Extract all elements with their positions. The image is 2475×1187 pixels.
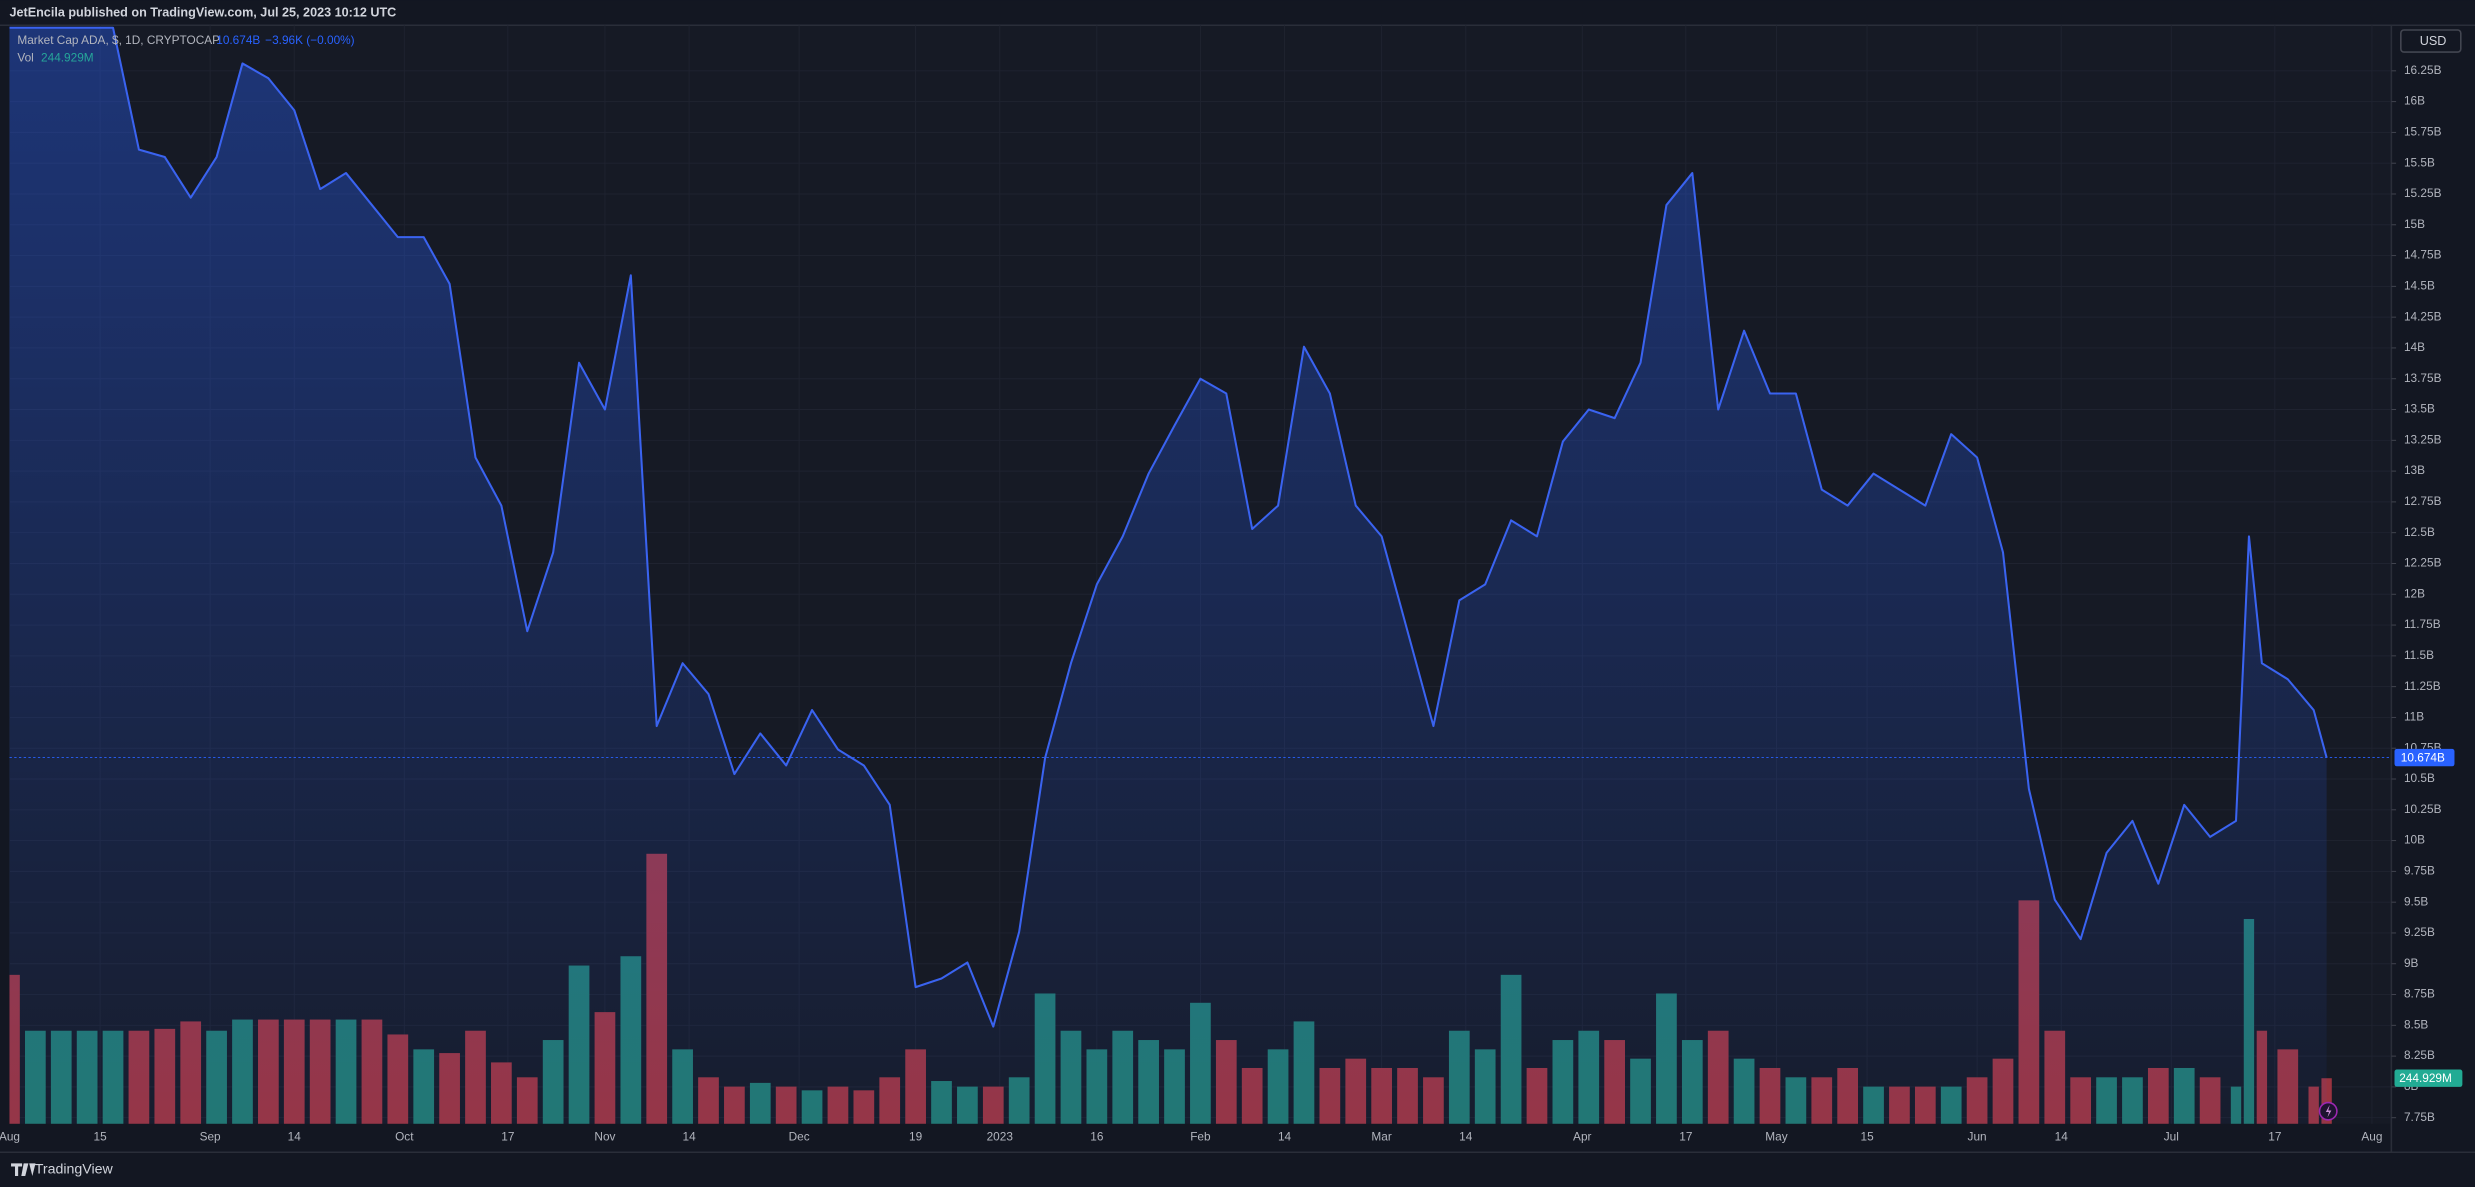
x-tick-label: Apr xyxy=(1573,1129,1591,1143)
y-tick-label: 11.75B xyxy=(2404,617,2441,631)
currency-label[interactable]: USD xyxy=(2420,34,2447,48)
legend-series-name: Market Cap ADA, $, 1D, CRYPTOCAP xyxy=(17,33,220,47)
x-tick-label: 14 xyxy=(1278,1129,1292,1143)
legend-volume-value: 244.929M xyxy=(41,51,94,65)
y-tick-label: 14.75B xyxy=(2404,248,2442,262)
publisher-header: JetEncila published on TradingView.com, … xyxy=(9,6,396,20)
x-tick-label: Sep xyxy=(200,1129,221,1143)
y-tick-label: 15.75B xyxy=(2404,125,2442,139)
price-line xyxy=(9,26,2328,1028)
x-tick-label: Dec xyxy=(789,1129,810,1143)
y-tick-label: 14.5B xyxy=(2404,278,2435,292)
y-tick-label: 13.25B xyxy=(2404,432,2442,446)
x-tick-label: 17 xyxy=(1679,1129,1692,1143)
x-tick-label: 14 xyxy=(2055,1129,2069,1143)
x-tick-label: 15 xyxy=(1860,1129,1874,1143)
x-tick-label: 15 xyxy=(93,1129,107,1143)
x-tick-label: Mar xyxy=(1371,1129,1391,1143)
x-tick-label: Nov xyxy=(594,1129,615,1143)
alert-icon-bolt xyxy=(2325,1104,2332,1118)
y-tick-label: 9.75B xyxy=(2404,864,2435,878)
y-tick-label: 9.5B xyxy=(2404,894,2428,908)
y-tick-label: 8.75B xyxy=(2404,987,2435,1001)
y-tick-label: 10B xyxy=(2404,833,2425,847)
y-tick-label: 13.5B xyxy=(2404,402,2435,416)
y-tick-label: 10.25B xyxy=(2404,802,2442,816)
currency-button[interactable] xyxy=(2400,29,2462,53)
y-tick-label: 15.25B xyxy=(2404,186,2442,200)
price-area xyxy=(9,27,2327,1124)
y-tick-label: 11B xyxy=(2404,710,2424,724)
x-tick-label: 16 xyxy=(1090,1129,1104,1143)
y-tick-label: 10.5B xyxy=(2404,771,2435,785)
legend-volume-name: Vol xyxy=(17,51,33,65)
y-tick-label: 13B xyxy=(2404,463,2425,477)
x-tick-label: Feb xyxy=(1190,1129,1211,1143)
x-tick-label: Aug xyxy=(2361,1129,2382,1143)
y-tick-label: 8.5B xyxy=(2404,1017,2428,1031)
volume-badge xyxy=(2394,1069,2463,1087)
x-tick-label: 19 xyxy=(909,1129,923,1143)
x-tick-label: 17 xyxy=(501,1129,514,1143)
y-tick-label: 7.75B xyxy=(2404,1110,2435,1124)
y-tick-label: 16.25B xyxy=(2404,63,2442,77)
y-tick-label: 11.5B xyxy=(2404,648,2434,662)
x-tick-label: 2023 xyxy=(987,1129,1014,1143)
last-price-badge xyxy=(2394,748,2455,767)
y-tick-label: 12.75B xyxy=(2404,494,2442,508)
price-layer xyxy=(9,26,2392,1124)
y-tick-label: 14B xyxy=(2404,340,2425,354)
y-tick-label: 15.5B xyxy=(2404,155,2435,169)
last-price-label: 10.674B xyxy=(2401,750,2445,764)
y-tick-label: 12.5B xyxy=(2404,525,2435,539)
y-tick-label: 9.25B xyxy=(2404,925,2435,939)
x-tick-label: 14 xyxy=(682,1129,696,1143)
volume-bar xyxy=(2321,1078,2332,1124)
volume-value-label: 244.929M xyxy=(2399,1071,2452,1085)
footer-brand: TradingView xyxy=(35,1161,114,1177)
x-tick-label: 17 xyxy=(2268,1129,2281,1143)
footer-logo xyxy=(11,1163,36,1176)
y-tick-label: 11.25B xyxy=(2404,679,2441,693)
x-tick-label: Jun xyxy=(1968,1129,1987,1143)
y-tick-label: 16B xyxy=(2404,94,2425,108)
x-tick-label: 14 xyxy=(288,1129,302,1143)
y-tick-label: 14.25B xyxy=(2404,309,2442,323)
x-tick-label: May xyxy=(1765,1129,1787,1143)
x-tick-label: Oct xyxy=(395,1129,414,1143)
y-tick-label: 15B xyxy=(2404,217,2425,231)
y-tick-label: 12.25B xyxy=(2404,556,2442,570)
y-tick-label: 8.25B xyxy=(2404,1048,2435,1062)
x-tick-label: Jul xyxy=(2164,1129,2179,1143)
legend-change: −3.96K (−0.00%) xyxy=(265,33,354,47)
y-tick-label: 12B xyxy=(2404,586,2425,600)
x-tick-label: 14 xyxy=(1459,1129,1473,1143)
y-tick-label: 13.75B xyxy=(2404,371,2442,385)
axes-layer: 7.75B8B8.25B8.5B8.75B9B9.25B9.5B9.75B10B… xyxy=(0,63,2463,1143)
y-tick-label: 9B xyxy=(2404,956,2419,970)
legend-last-value: 10.674B xyxy=(216,33,260,47)
x-tick-label: Aug xyxy=(0,1129,20,1143)
